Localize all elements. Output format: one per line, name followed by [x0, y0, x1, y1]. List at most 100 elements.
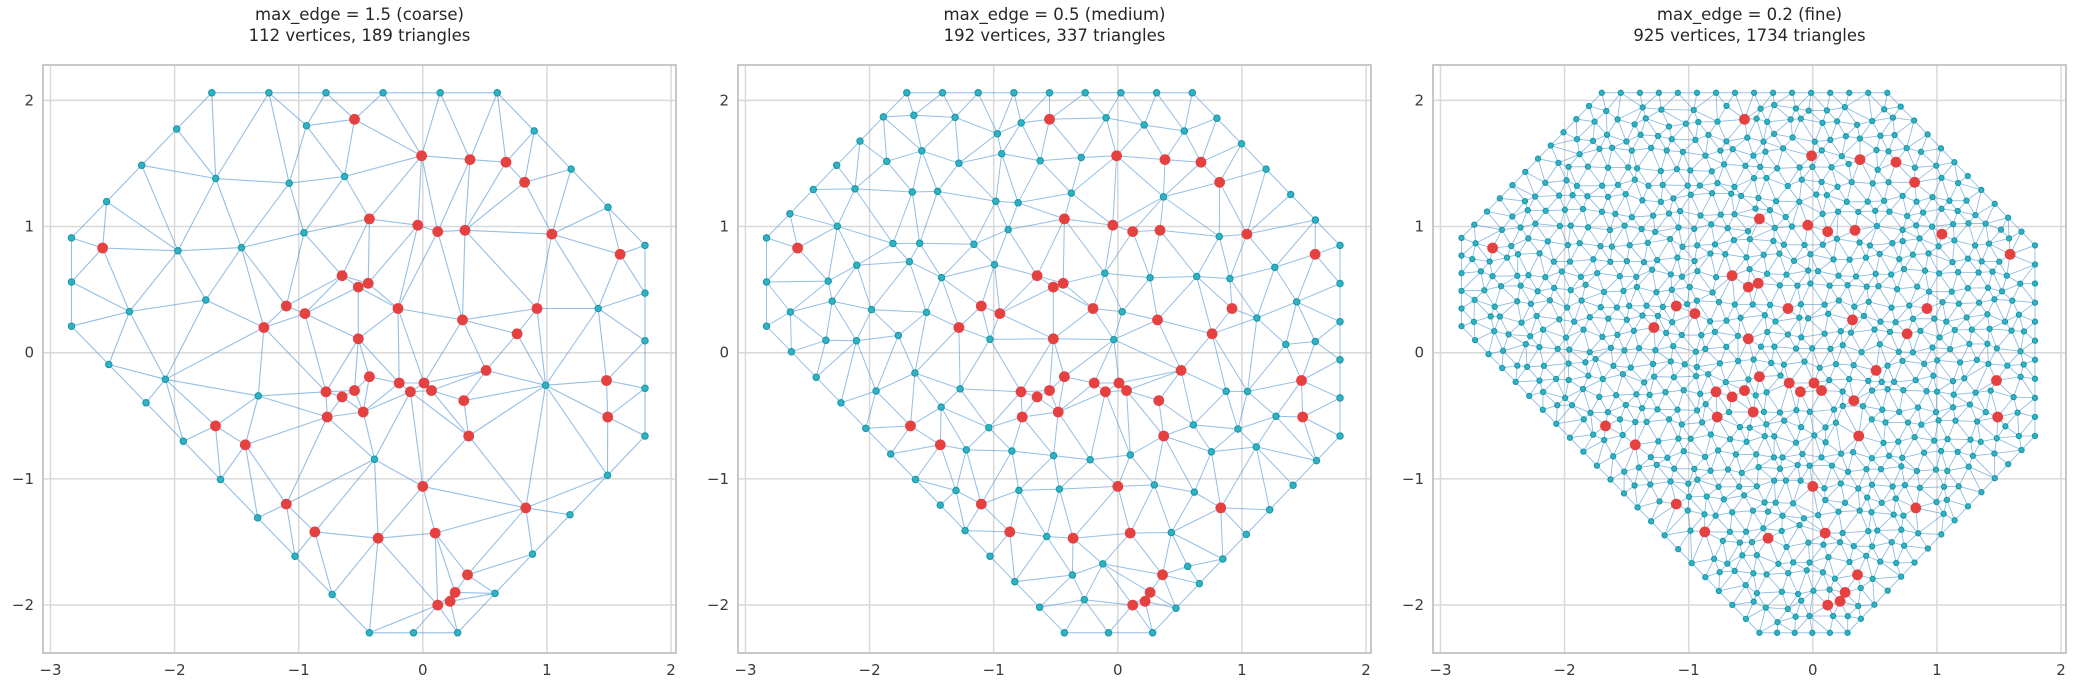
mesh-vertex: [1542, 274, 1549, 281]
seed-point: [1648, 322, 1660, 333]
mesh-vertex: [2031, 356, 2039, 363]
mesh-vertex: [1582, 359, 1589, 366]
mesh-vertex: [1667, 358, 1674, 365]
mesh-vertex: [1680, 447, 1687, 455]
mesh-vertex: [1794, 282, 1801, 289]
mesh-vertex: [1694, 267, 1701, 275]
mesh-vertex: [1889, 240, 1896, 247]
x-tick-label: 2: [666, 661, 676, 679]
mesh-vertex: [2031, 337, 2039, 344]
mesh-vertex: [1631, 176, 1638, 183]
seed-point: [1762, 532, 1774, 544]
mesh-vertex: [1681, 361, 1688, 368]
mesh-vertex: [1792, 345, 1800, 352]
mesh-vertex: [172, 125, 181, 133]
seed-point: [601, 375, 612, 386]
mesh-vertex: [1818, 454, 1825, 461]
mesh-vertex: [1865, 377, 1872, 385]
mesh-vertex: [1566, 258, 1574, 265]
mesh-vertex: [837, 399, 845, 407]
x-tick-label: 0: [418, 661, 428, 679]
mesh-vertex: [1839, 402, 1846, 410]
mesh-vertex: [956, 385, 964, 393]
mesh-vertex: [1657, 198, 1665, 206]
seed-point: [1139, 595, 1151, 607]
mesh-vertex: [1665, 210, 1673, 217]
mesh-vertex: [1636, 89, 1644, 96]
mesh-vertex: [1693, 407, 1701, 414]
mesh-vertex: [1670, 342, 1677, 350]
mesh-vertex: [1950, 391, 1957, 398]
mesh-vertex: [2003, 272, 2010, 279]
mesh-vertex: [1508, 242, 1515, 250]
seed-point: [1158, 430, 1170, 442]
mesh-vertex: [1770, 454, 1778, 461]
mesh-vertex: [1811, 432, 1818, 439]
seed-point: [975, 300, 987, 312]
mesh-vertex: [1828, 164, 1835, 171]
mesh-vertex: [1771, 224, 1778, 232]
mesh-vertex: [1890, 378, 1898, 386]
seed-point: [349, 113, 360, 125]
mesh-vertex: [453, 629, 462, 637]
mesh-vertex: [1533, 312, 1540, 320]
mesh-vertex: [1736, 483, 1743, 490]
mesh-vertex: [1743, 254, 1750, 261]
mesh-vertex: [1584, 224, 1592, 231]
mesh-vertex: [1514, 251, 1522, 258]
mesh-vertex: [1857, 584, 1864, 592]
mesh-vertex: [1015, 486, 1023, 495]
mesh-vertex: [936, 501, 945, 509]
mesh-vertex: [872, 387, 880, 395]
mesh-vertex: [1766, 207, 1774, 214]
seed-point: [1100, 386, 1111, 398]
mesh-vertex: [1877, 466, 1885, 473]
mesh-vertex: [1622, 401, 1629, 409]
seed-point: [614, 248, 626, 260]
mesh-vertex: [1801, 241, 1808, 249]
mesh-vertex: [1582, 281, 1589, 288]
seed-point: [1154, 224, 1166, 236]
mesh-vertex: [365, 629, 374, 637]
mesh-vertex: [1643, 302, 1650, 309]
mesh-vertex: [879, 113, 888, 121]
mesh-vertex: [1749, 301, 1756, 308]
mesh-vertex: [1489, 273, 1496, 280]
mesh-vertex: [1794, 590, 1802, 598]
mesh-vertex: [1696, 182, 1704, 189]
mesh-vertex: [1674, 406, 1681, 413]
mesh-vertex: [1336, 356, 1344, 364]
mesh-vertex: [1717, 147, 1724, 154]
mesh-vertex: [1077, 153, 1085, 162]
mesh-vertex: [1536, 343, 1543, 351]
mesh-vertex: [1525, 272, 1532, 279]
mesh-vertex: [302, 121, 311, 130]
mesh-vertex: [641, 289, 649, 297]
mesh-vertex: [1944, 435, 1951, 443]
mesh-vertex: [1555, 159, 1562, 167]
seed-point: [1031, 270, 1043, 282]
mesh-vertex: [1620, 490, 1628, 497]
mesh-vertex: [1605, 315, 1612, 322]
panel-title: max_edge = 1.5 (coarse) 112 vertices, 18…: [43, 5, 676, 46]
mesh-vertex: [322, 89, 330, 97]
mesh-vertex: [1750, 570, 1757, 577]
mesh-vertex: [2014, 409, 2021, 416]
mesh-vertex: [1685, 493, 1693, 500]
mesh-vertex: [1652, 346, 1659, 354]
mesh-vertex: [1993, 345, 2000, 352]
mesh-vertex: [1647, 481, 1654, 488]
mesh-vertex: [1670, 195, 1677, 202]
mesh-vertex: [1684, 182, 1691, 189]
mesh-vertex: [828, 297, 836, 305]
mesh-vertex: [1762, 604, 1769, 611]
mesh-vertex: [1742, 581, 1749, 589]
mesh-vertex: [1630, 327, 1638, 334]
seed-point: [480, 365, 492, 376]
mesh-vertex: [1714, 118, 1721, 125]
mesh-vertex: [1904, 212, 1911, 220]
mesh-vertex: [1271, 263, 1279, 272]
y-tick-label: −2: [707, 596, 729, 614]
mesh-vertex: [1470, 318, 1478, 325]
mesh-vertex: [1712, 89, 1720, 96]
